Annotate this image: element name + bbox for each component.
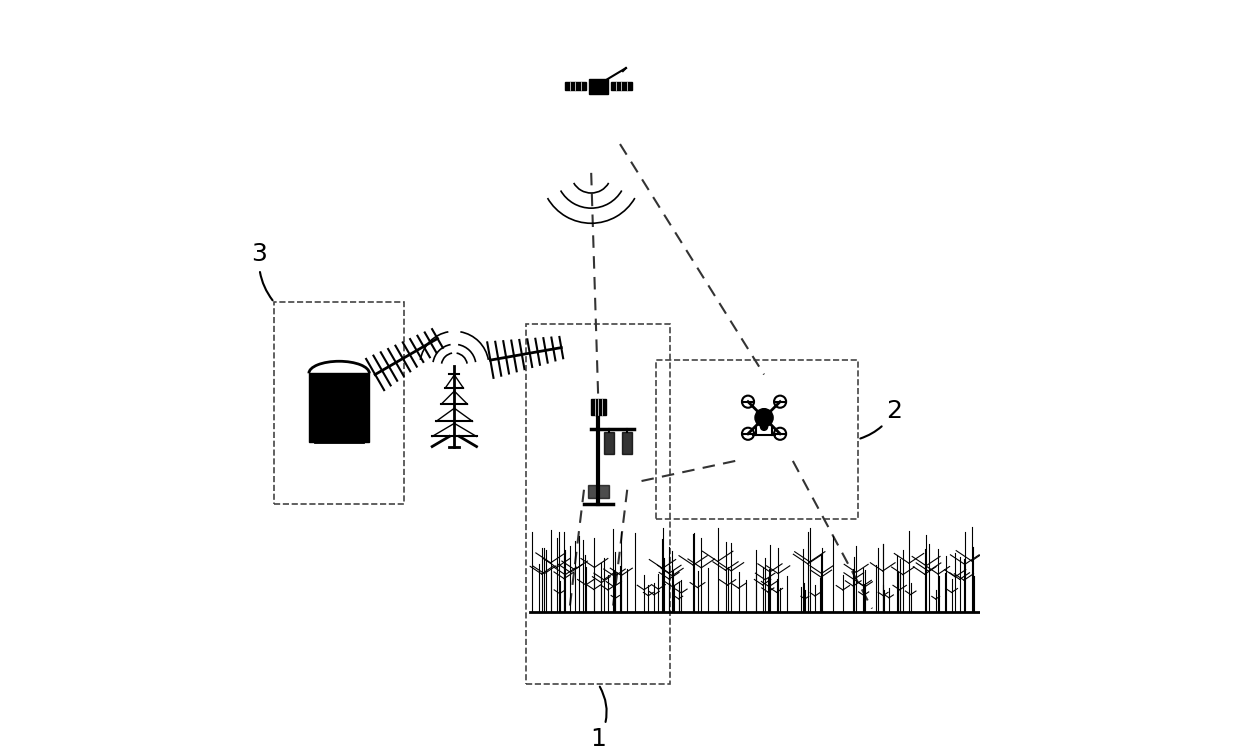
Text: 2: 2 (861, 398, 903, 439)
Bar (588, 485, 609, 499)
Bar (589, 79, 608, 94)
Text: 1: 1 (590, 686, 606, 750)
Bar (309, 374, 370, 442)
Bar (274, 302, 404, 504)
Bar (604, 432, 614, 454)
Text: 3: 3 (252, 242, 273, 300)
Circle shape (760, 423, 768, 430)
Bar (610, 82, 632, 90)
Bar (564, 82, 587, 90)
Bar (591, 399, 605, 415)
Bar (526, 324, 671, 684)
Bar (656, 360, 858, 518)
Circle shape (755, 409, 773, 427)
Bar (622, 432, 632, 454)
